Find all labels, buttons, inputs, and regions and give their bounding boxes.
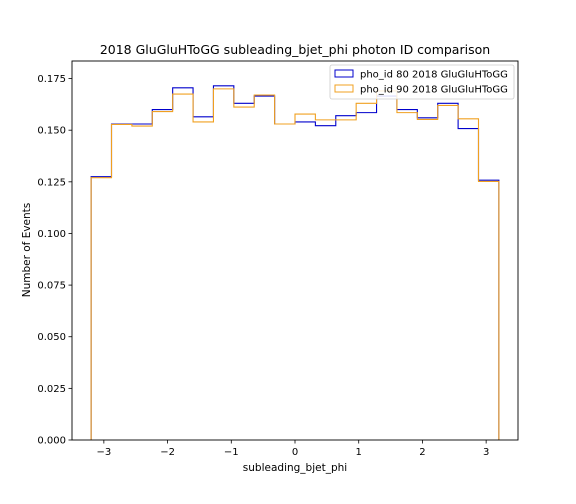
y-tick-label: 0.000	[37, 436, 66, 447]
x-tick-label: −3	[96, 447, 111, 458]
legend-label: pho_id 90 2018 GluGluHToGG	[360, 85, 508, 96]
y-tick-label: 0.125	[37, 177, 66, 188]
y-tick-label: 0.025	[37, 384, 66, 395]
series-2-histogram-line	[90, 88, 500, 440]
x-tick-label: 2	[419, 447, 425, 458]
x-tick-label: −1	[224, 447, 239, 458]
y-tick-label: 0.050	[37, 332, 66, 343]
y-tick-label: 0.100	[37, 229, 66, 240]
legend-label: pho_id 80 2018 GluGluHToGG	[360, 70, 508, 81]
y-tick-label: 0.175	[37, 74, 66, 85]
legend-box	[329, 64, 515, 100]
legend: pho_id 80 2018 GluGluHToGG pho_id 90 2018…	[329, 64, 515, 100]
chart-title: 2018 GluGluHToGG subleading_bjet_phi pho…	[100, 42, 490, 57]
y-tick-label: 0.075	[37, 281, 66, 292]
x-tick-label: 1	[356, 447, 362, 458]
x-axis-label: subleading_bjet_phi	[243, 462, 347, 474]
y-tick-label: 0.150	[37, 126, 66, 137]
legend-swatch	[334, 69, 354, 78]
x-tick-label: 0	[292, 447, 298, 458]
legend-swatch	[334, 84, 354, 93]
x-tick-label: 3	[483, 447, 489, 458]
x-tick-label: −2	[160, 447, 175, 458]
y-axis-label: Number of Events	[21, 203, 33, 298]
